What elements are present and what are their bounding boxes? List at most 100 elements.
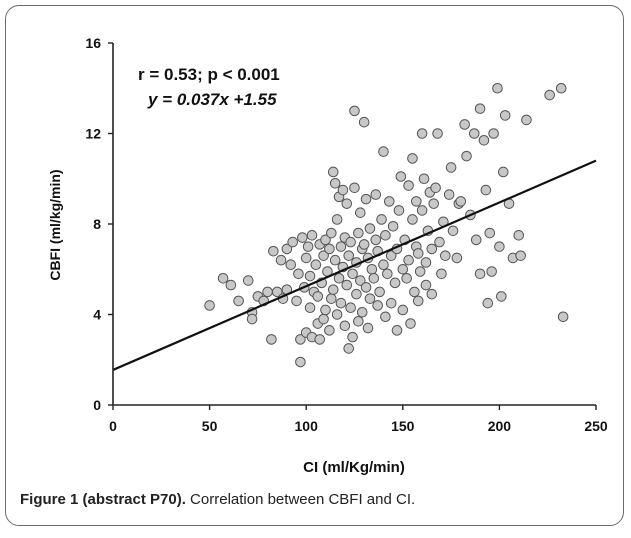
- data-point: [329, 177, 341, 189]
- data-point: [440, 250, 451, 261]
- data-point: [281, 243, 293, 255]
- data-point: [387, 220, 399, 232]
- data-point: [343, 250, 355, 261]
- data-point: [310, 259, 322, 271]
- data-point: [461, 150, 472, 162]
- data-point: [497, 166, 509, 178]
- data-point: [318, 313, 329, 325]
- data-point: [447, 225, 459, 237]
- data-point: [380, 230, 391, 241]
- y-axis-label: CBFI (ml/kg/min): [47, 169, 63, 280]
- data-point: [383, 196, 395, 207]
- data-point: [345, 302, 356, 314]
- data-point: [451, 252, 463, 264]
- data-point: [488, 128, 499, 139]
- data-point: [324, 325, 335, 336]
- data-point: [358, 239, 370, 250]
- data-point: [345, 236, 356, 248]
- data-point: [360, 193, 372, 205]
- data-point: [306, 230, 318, 241]
- data-point: [353, 227, 364, 239]
- data-point: [418, 173, 430, 185]
- data-point: [455, 196, 467, 207]
- data-point: [242, 275, 254, 286]
- data-point: [426, 288, 438, 300]
- data-point: [397, 304, 409, 316]
- data-point: [544, 89, 555, 101]
- data-point: [333, 273, 345, 284]
- data-point: [478, 134, 490, 146]
- data-point: [426, 243, 438, 255]
- data-point: [347, 331, 358, 343]
- data-point: [436, 268, 447, 280]
- data-point: [494, 241, 505, 252]
- data-point: [403, 180, 414, 191]
- data-point: [271, 286, 283, 298]
- data-point: [378, 259, 389, 271]
- y-tick-label: 4: [93, 307, 101, 323]
- data-point: [378, 146, 389, 157]
- axis-ticks: 0 50 100 150 200 250 0 4 8 12 16: [85, 35, 607, 434]
- data-point: [217, 273, 229, 284]
- data-point: [295, 356, 306, 368]
- data-point: [291, 295, 302, 307]
- data-point: [304, 270, 316, 282]
- data-point: [420, 257, 432, 268]
- data-point: [360, 282, 372, 293]
- data-point: [349, 182, 360, 194]
- data-point: [376, 214, 387, 225]
- x-tick-label: 250: [584, 418, 608, 434]
- data-point: [326, 293, 337, 304]
- data-point: [353, 315, 364, 327]
- data-point: [409, 286, 420, 298]
- data-point: [401, 273, 412, 284]
- data-point: [287, 236, 298, 248]
- data-point: [320, 304, 331, 316]
- data-point: [397, 263, 409, 275]
- data-point: [366, 263, 378, 275]
- data-point: [432, 128, 443, 139]
- data-point: [351, 288, 362, 300]
- data-point: [356, 306, 368, 318]
- data-point: [331, 309, 343, 320]
- data-point: [515, 250, 526, 261]
- data-point: [266, 334, 277, 345]
- caption-label: Figure 1 (abstract P70).: [20, 491, 186, 508]
- data-point: [391, 325, 403, 336]
- figure-caption: Figure 1 (abstract P70). Correlation bet…: [20, 491, 415, 508]
- data-point: [470, 234, 482, 246]
- data-point: [411, 196, 422, 207]
- data-point: [354, 275, 366, 286]
- data-point: [312, 291, 324, 302]
- data-point: [275, 254, 287, 266]
- data-point: [405, 318, 416, 329]
- data-point: [459, 119, 470, 130]
- data-point: [393, 205, 405, 216]
- data-point: [204, 300, 215, 311]
- data-point: [349, 105, 360, 117]
- data-point: [407, 153, 418, 164]
- data-point: [412, 295, 424, 307]
- data-point: [484, 227, 496, 239]
- data-point: [414, 266, 426, 277]
- data-point: [302, 241, 314, 252]
- data-point: [474, 268, 486, 280]
- data-point: [482, 297, 494, 309]
- equation-annotation: y = 0.037x +1.55: [147, 90, 277, 109]
- data-point: [389, 277, 401, 289]
- data-point: [329, 254, 341, 266]
- data-point: [326, 227, 337, 239]
- data-point: [434, 236, 445, 248]
- x-tick-label: 200: [488, 418, 512, 434]
- data-point: [233, 295, 244, 307]
- data-point: [496, 291, 507, 302]
- data-point: [335, 241, 347, 252]
- data-point: [320, 234, 331, 246]
- plot-area: [112, 82, 597, 371]
- data-point: [416, 205, 428, 216]
- data-point: [370, 234, 382, 246]
- data-point: [380, 311, 391, 323]
- data-point: [341, 279, 353, 291]
- caption-text: Correlation between CBFI and CI.: [185, 491, 416, 508]
